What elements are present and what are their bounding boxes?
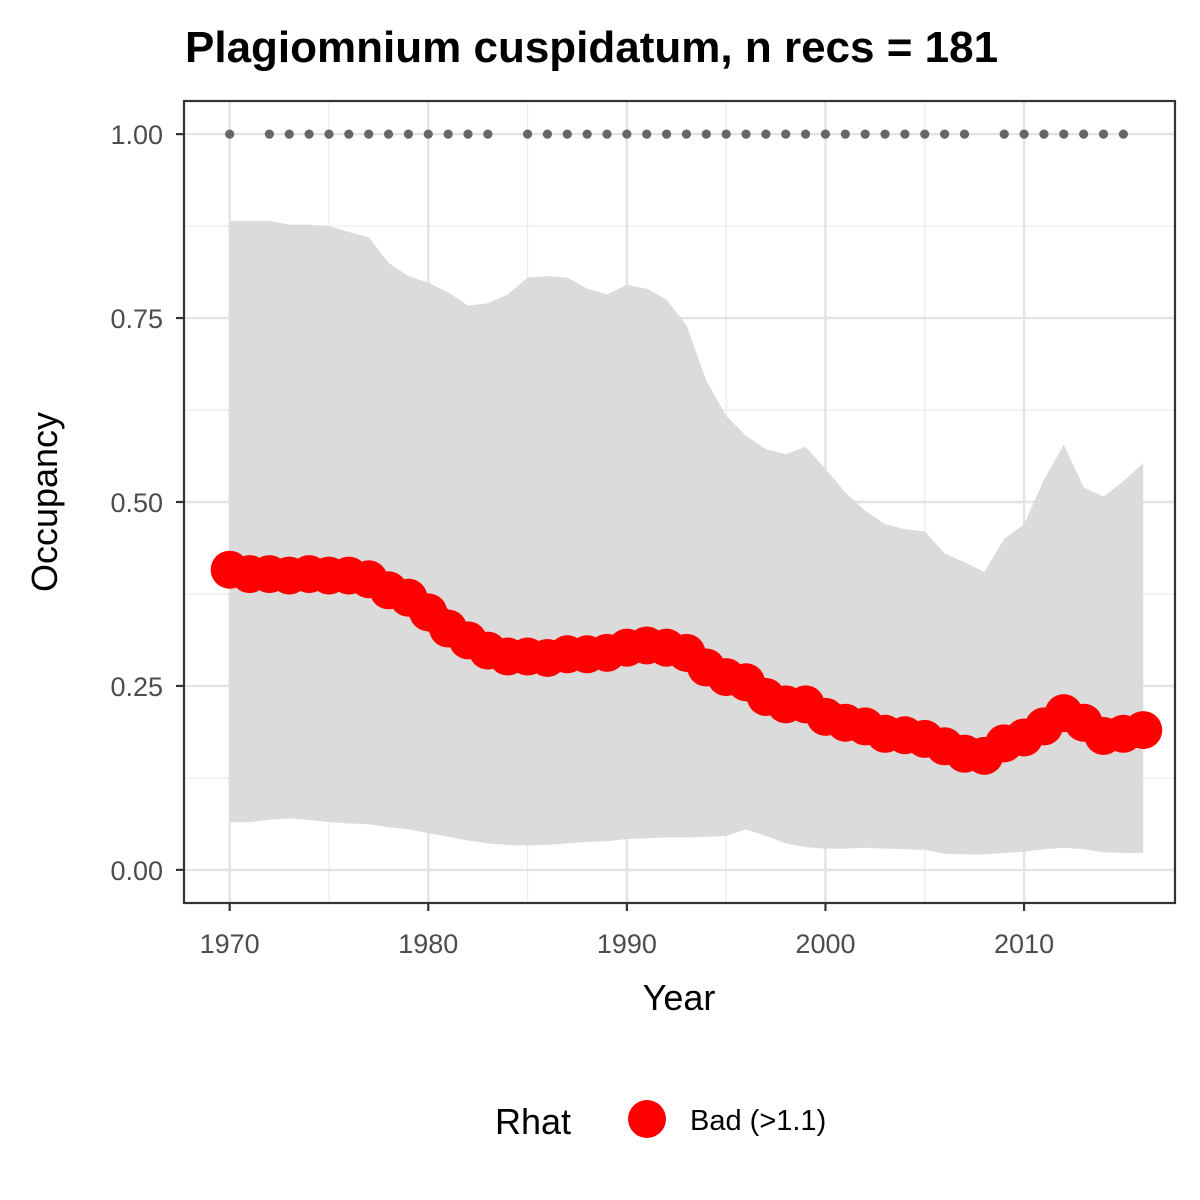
record-dot	[284, 129, 294, 139]
x-axis-title: Year	[643, 977, 716, 1018]
record-dot	[781, 129, 791, 139]
record-dots	[225, 129, 1128, 139]
confidence-ribbon	[229, 220, 1144, 855]
x-tick-label: 2010	[994, 929, 1054, 959]
record-dot	[582, 129, 592, 139]
record-dot	[1079, 129, 1089, 139]
x-tick-label: 1990	[597, 929, 657, 959]
x-tick-label: 1970	[200, 929, 260, 959]
record-dot	[1059, 129, 1069, 139]
record-dot	[701, 129, 711, 139]
x-tick-label: 2000	[795, 929, 855, 959]
legend: Rhat Bad (>1.1)	[495, 1100, 826, 1142]
record-dot	[622, 129, 632, 139]
y-tick-label: 0.75	[110, 304, 163, 334]
record-dot	[423, 129, 433, 139]
record-dot	[1019, 129, 1029, 139]
record-dot	[741, 129, 751, 139]
y-axis-title: Occupancy	[24, 412, 65, 592]
ribbon-area	[229, 220, 1144, 855]
record-dot	[364, 129, 374, 139]
record-dot	[483, 129, 493, 139]
record-dot	[542, 129, 553, 139]
record-dot	[403, 129, 414, 139]
record-dot	[721, 129, 731, 139]
record-dot	[959, 129, 970, 139]
record-dot	[304, 129, 314, 139]
record-dot	[940, 129, 950, 139]
record-dot	[880, 129, 890, 139]
record-dot	[840, 129, 850, 139]
y-tick-label: 0.25	[110, 672, 163, 702]
legend-title: Rhat	[495, 1101, 571, 1142]
occupancy-series	[210, 550, 1163, 775]
record-dot	[1118, 129, 1128, 139]
record-dot	[1039, 129, 1049, 139]
record-dot	[562, 129, 572, 139]
record-dot	[602, 129, 612, 139]
record-dot	[661, 129, 672, 139]
record-dot	[642, 129, 652, 139]
y-tick-label: 0.00	[110, 856, 163, 886]
record-dot	[1098, 129, 1109, 139]
record-dot	[443, 129, 453, 139]
record-dot	[225, 129, 235, 139]
y-axis: 0.00 0.25 0.50 0.75 1.00	[110, 120, 184, 886]
record-dot	[999, 129, 1009, 139]
record-dot	[681, 129, 692, 139]
legend-key-marker	[628, 1100, 666, 1138]
legend-entry-label: Bad (>1.1)	[690, 1105, 826, 1137]
series-point	[1124, 711, 1163, 750]
record-dot	[761, 129, 771, 139]
record-dot	[860, 129, 870, 139]
record-dot	[900, 129, 910, 139]
record-dot	[324, 129, 334, 139]
record-dot	[801, 129, 811, 139]
chart-title: Plagiomnium cuspidatum, n recs = 181	[185, 23, 998, 72]
record-dot	[820, 129, 831, 139]
record-dot	[522, 129, 533, 139]
y-tick-label: 0.50	[110, 488, 163, 518]
plot-area	[182, 99, 1177, 905]
record-dot	[463, 129, 473, 139]
y-tick-label: 1.00	[110, 120, 163, 150]
record-dot	[383, 129, 394, 139]
x-axis: 1970 1980 1990 2000 2010	[200, 903, 1054, 959]
record-dot	[264, 129, 274, 139]
record-dot	[920, 129, 930, 139]
record-dot	[344, 129, 354, 139]
x-tick-label: 1980	[398, 929, 458, 959]
